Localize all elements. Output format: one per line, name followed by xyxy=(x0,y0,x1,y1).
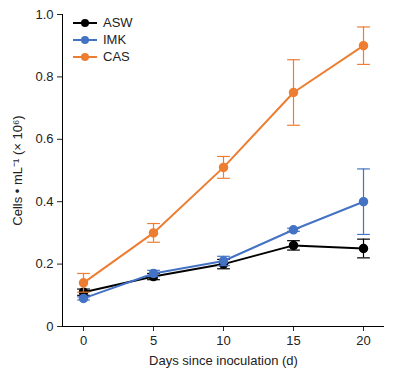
svg-text:0.2: 0.2 xyxy=(35,256,53,271)
html-text:ASW: ASW xyxy=(103,15,133,30)
svg-text:15: 15 xyxy=(286,333,300,348)
svg-text:0.8: 0.8 xyxy=(35,69,53,84)
svg-text:20: 20 xyxy=(356,333,370,348)
svg-text:0.6: 0.6 xyxy=(35,131,53,146)
svg-text:10: 10 xyxy=(216,333,230,348)
html-text:CAS: CAS xyxy=(103,49,130,64)
svg-text:0: 0 xyxy=(80,333,87,348)
svg-text:Days since inoculation (d): Days since inoculation (d) xyxy=(149,353,298,368)
svg-text:5: 5 xyxy=(150,333,157,348)
html-text:IMK: IMK xyxy=(103,32,127,47)
svg-text:0.4: 0.4 xyxy=(35,194,53,209)
svg-text:Cells • mL⁻¹ (× 10⁶): Cells • mL⁻¹ (× 10⁶) xyxy=(10,115,25,225)
svg-text:0: 0 xyxy=(46,319,53,334)
svg-text:1.0: 1.0 xyxy=(35,7,53,22)
